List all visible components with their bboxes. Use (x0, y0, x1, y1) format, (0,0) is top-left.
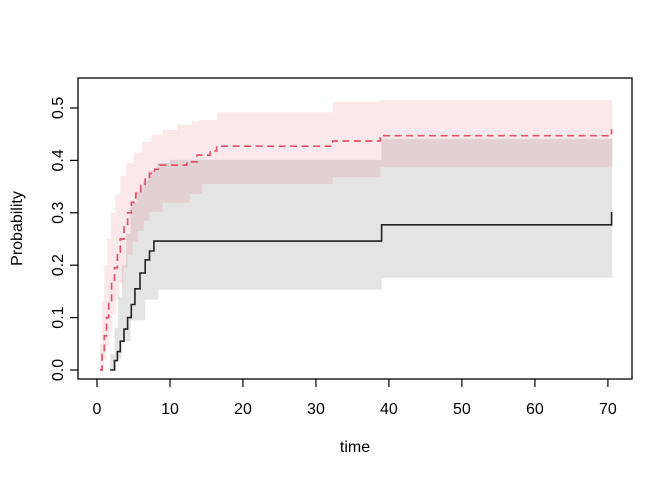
step-curves (99, 129, 613, 371)
x-tick-label: 20 (234, 401, 252, 418)
x-tick-label: 60 (526, 401, 544, 418)
x-tick-label: 50 (453, 401, 471, 418)
step-curve-group-2-dashed-red (99, 129, 613, 371)
x-axis: 0 10 20 30 40 50 60 70 (93, 379, 617, 418)
y-tick-label: 0.2 (50, 254, 67, 276)
x-tick-label: 70 (599, 401, 617, 418)
y-axis: 0.0 0.1 0.2 0.3 0.4 0.5 (50, 97, 78, 381)
y-axis-label: Probability (9, 191, 26, 266)
x-tick-label: 0 (93, 401, 102, 418)
step-curve-group-1-solid-black (110, 212, 613, 371)
y-tick-label: 0.3 (50, 202, 67, 224)
y-tick-label: 0.4 (50, 149, 67, 171)
confidence-bands (99, 100, 613, 370)
y-tick-label: 0.5 (50, 97, 67, 119)
x-tick-label: 40 (380, 401, 398, 418)
y-tick-label: 0.0 (50, 359, 67, 381)
x-axis-label: time (340, 439, 370, 456)
x-tick-label: 30 (307, 401, 325, 418)
x-tick-label: 10 (161, 401, 179, 418)
confidence-band-group-2-dashed-red (99, 100, 613, 370)
confidence-band-group-1-solid-black (110, 138, 613, 370)
y-tick-label: 0.1 (50, 306, 67, 328)
plot-frame (77, 77, 633, 380)
